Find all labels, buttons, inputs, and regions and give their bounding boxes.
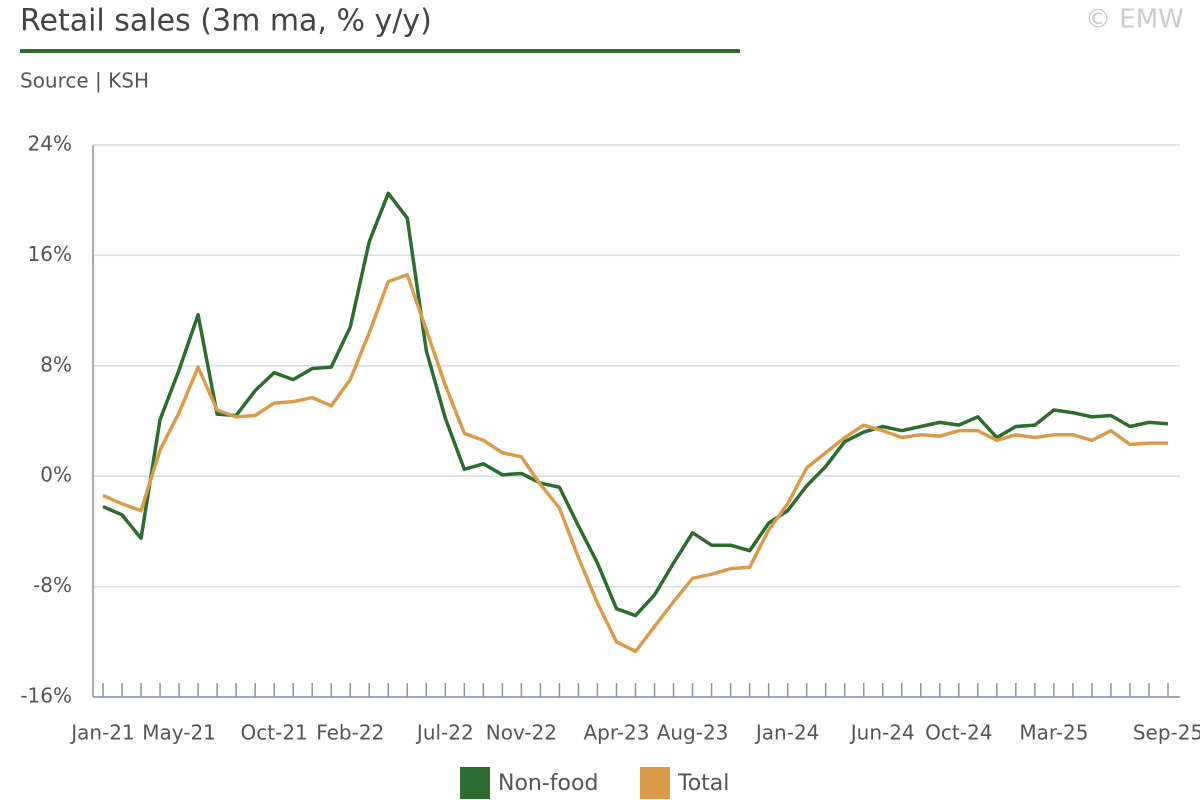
legend-label: Total xyxy=(677,771,729,796)
x-tick-label: Jan-24 xyxy=(754,721,820,745)
x-tick-label: Oct-21 xyxy=(241,721,308,745)
y-tick-label: 16% xyxy=(28,242,72,266)
y-tick-label: -8% xyxy=(33,573,72,597)
x-tick-label: Apr-23 xyxy=(583,721,649,745)
y-tick-label: 24% xyxy=(28,132,72,156)
legend-swatch xyxy=(640,767,670,799)
x-tick-label: Nov-22 xyxy=(486,721,557,745)
x-tick-label: Oct-24 xyxy=(925,721,992,745)
chart-subtitle: Source | KSH xyxy=(20,69,149,93)
x-tick-label: May-21 xyxy=(142,721,216,745)
line-series xyxy=(102,272,1168,654)
x-tick-label: Jul-22 xyxy=(415,721,474,745)
line-series xyxy=(102,191,1169,618)
y-tick-label: 8% xyxy=(40,352,72,376)
legend-label: Non-food xyxy=(498,771,598,796)
y-tick-label: 0% xyxy=(40,463,72,487)
x-tick-label: Aug-23 xyxy=(657,721,729,745)
x-tick-label: Mar-25 xyxy=(1019,721,1088,745)
y-tick-label: -16% xyxy=(20,684,72,708)
chart-title: Retail sales (3m ma, % y/y) xyxy=(20,4,432,39)
x-tick-label: Jan-21 xyxy=(69,721,135,745)
x-tick-label: Feb-22 xyxy=(316,721,384,745)
x-tick-label: Sep-25 xyxy=(1133,721,1200,745)
x-tick-label: Jun-24 xyxy=(849,721,915,745)
legend-swatch xyxy=(460,767,490,799)
watermark: © EMW xyxy=(1085,5,1184,35)
